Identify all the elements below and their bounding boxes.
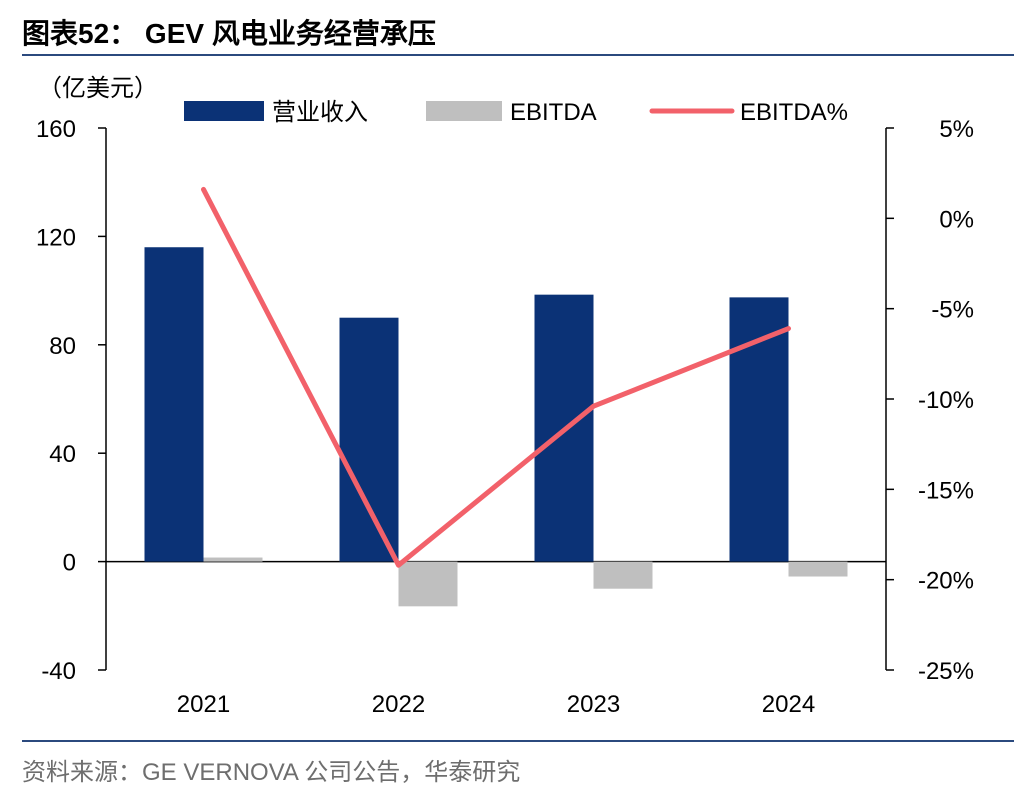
- source-note: 资料来源：GE VERNOVA 公司公告，华泰研究: [22, 759, 521, 786]
- legend-label-ebitda-pct: EBITDA%: [740, 99, 848, 126]
- category-label: 2024: [762, 691, 815, 718]
- page-title: 图表52： GEV 风电业务经营承压: [22, 18, 436, 49]
- left-tick-label: 0: [63, 550, 76, 577]
- right-tick-label: -10%: [918, 387, 974, 414]
- ebitda-bar: [398, 561, 458, 607]
- legend-swatch-revenue: [184, 101, 264, 121]
- revenue-bars: [144, 247, 789, 562]
- category-label: 2023: [567, 691, 620, 718]
- right-tick-label: -15%: [918, 477, 974, 504]
- ebitda-bar: [203, 557, 263, 562]
- legend-label-revenue: 营业收入: [272, 99, 368, 126]
- right-tick-label: -25%: [918, 658, 974, 685]
- left-tick-label: 80: [49, 333, 76, 360]
- revenue-bar: [729, 297, 789, 562]
- left-tick-label: -40: [41, 658, 76, 685]
- chart: （亿美元） 营业收入 EBITDA EBITDA% 160 120 80 40 0 -40…: [36, 75, 974, 718]
- left-tick-label: 40: [49, 441, 76, 468]
- right-tick-label: -5%: [931, 297, 974, 324]
- ebitda-bars: [203, 557, 848, 607]
- left-tick-label: 120: [36, 224, 76, 251]
- revenue-bar: [144, 247, 204, 562]
- tick-labels: 160 120 80 40 0 -40 5% 0% -5% -10% -15% -20% -25% 202…: [36, 116, 974, 718]
- ebitda-bar: [788, 561, 848, 577]
- left-tick-label: 160: [36, 116, 76, 143]
- category-label: 2022: [372, 691, 425, 718]
- right-tick-label: -20%: [918, 568, 974, 595]
- ebitda-pct-line: [201, 186, 791, 568]
- legend: 营业收入 EBITDA EBITDA%: [184, 99, 848, 126]
- ebitda-pct-series-line: [201, 186, 791, 568]
- unit-label: （亿美元）: [38, 75, 158, 102]
- category-label: 2021: [177, 691, 230, 718]
- legend-label-ebitda: EBITDA: [510, 99, 597, 126]
- footer-divider: [22, 740, 1014, 742]
- revenue-bar: [339, 317, 399, 562]
- title-divider: [22, 54, 1014, 56]
- legend-swatch-ebitda: [426, 101, 502, 121]
- right-tick-label: 5%: [939, 116, 974, 143]
- ebitda-bar: [593, 561, 653, 589]
- right-tick-label: 0%: [939, 206, 974, 233]
